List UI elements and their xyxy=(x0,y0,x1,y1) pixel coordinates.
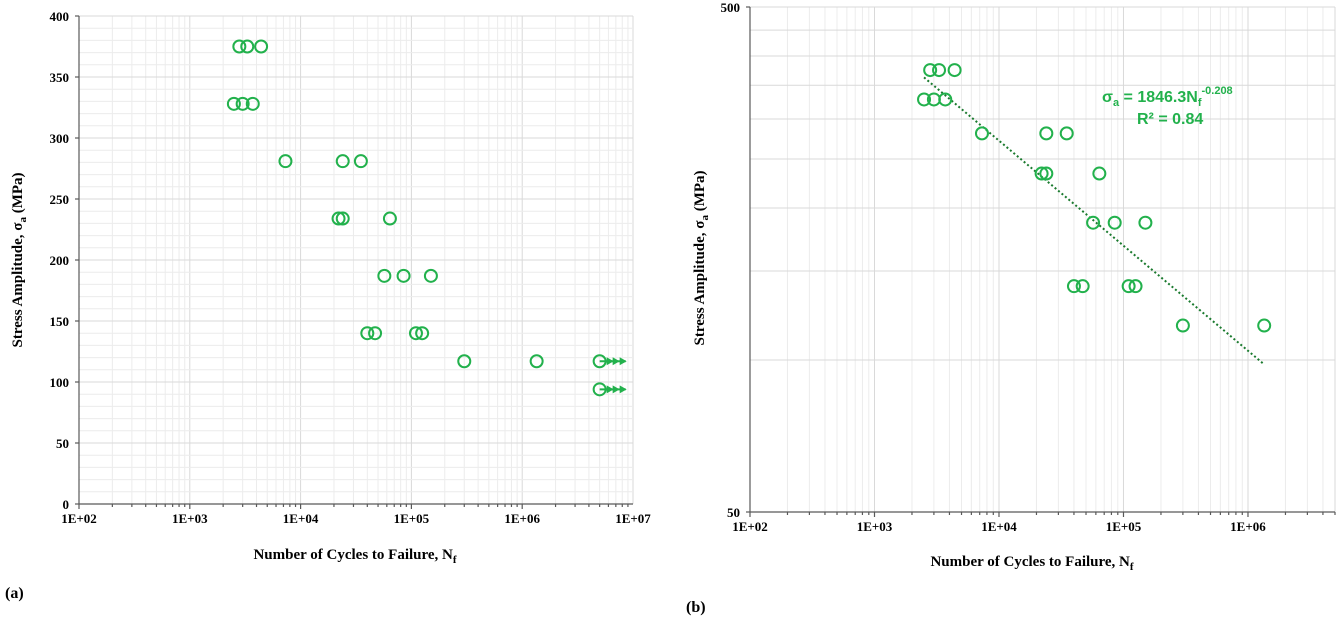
chart-a-x-axis-title: Number of Cycles to Failure, Nf xyxy=(253,547,456,566)
panel-label-b: (b) xyxy=(686,599,706,616)
chart-b: 1E+02 1E+03 1E+04 1E+05 1E+06 50 500 Stress Am… xyxy=(686,0,1336,616)
runout-arrow-head xyxy=(606,385,614,394)
data-point xyxy=(1257,318,1272,333)
data-point xyxy=(360,326,375,341)
y-tick-label: 300 xyxy=(50,131,70,146)
y-tick-label: 50 xyxy=(727,505,740,520)
y-tick-label: 500 xyxy=(721,0,741,15)
runout-arrow-head xyxy=(619,357,627,366)
x-tick-label: 1E+07 xyxy=(615,511,651,526)
chart-a-grid xyxy=(78,15,634,505)
data-point xyxy=(1034,166,1049,181)
data-point xyxy=(932,63,947,78)
chart-b-y-axis-title: Stress Amplitude, σa (MPa) xyxy=(692,170,711,345)
data-point xyxy=(974,126,989,141)
chart-b-x-axis-title: Number of Cycles to Failure, Nf xyxy=(930,554,1133,573)
runout-arrow-head xyxy=(606,357,614,366)
chart-a-points xyxy=(226,39,627,397)
x-tick-label: 1E+06 xyxy=(504,511,540,526)
trendline-equation: σa = 1846.3Nf-0.208 xyxy=(1102,85,1233,109)
data-point xyxy=(1066,279,1081,294)
data-point xyxy=(377,268,392,283)
data-point xyxy=(232,39,247,54)
x-tick-label: 1E+04 xyxy=(981,519,1017,534)
x-tick-label: 1E+02 xyxy=(61,511,97,526)
runout-arrow-head xyxy=(619,385,627,394)
runout-arrow-head xyxy=(612,385,620,394)
data-point xyxy=(1107,215,1122,230)
data-point xyxy=(382,211,397,226)
data-point xyxy=(947,63,962,78)
x-tick-label: 1E+03 xyxy=(172,511,208,526)
panel-label-a: (a) xyxy=(5,585,24,602)
data-point xyxy=(1059,126,1074,141)
chart-b-grid xyxy=(749,6,1336,513)
data-point xyxy=(415,326,430,341)
y-tick-label: 0 xyxy=(63,497,70,512)
data-point xyxy=(1175,318,1190,333)
data-point xyxy=(235,96,250,111)
data-point xyxy=(353,154,368,169)
data-point xyxy=(457,354,472,369)
data-point xyxy=(1039,166,1054,181)
y-tick-label: 50 xyxy=(56,436,69,451)
r-squared-label: R² = 0.84 xyxy=(1137,111,1203,128)
x-tick-label: 1E+05 xyxy=(1106,519,1142,534)
data-point xyxy=(335,154,350,169)
data-point xyxy=(245,96,260,111)
x-tick-label: 1E+05 xyxy=(394,511,430,526)
y-tick-label: 150 xyxy=(50,314,70,329)
data-point xyxy=(1138,215,1153,230)
data-point xyxy=(331,211,346,226)
x-tick-label: 1E+06 xyxy=(1230,519,1266,534)
data-point xyxy=(408,326,423,341)
y-tick-label: 200 xyxy=(50,253,70,268)
data-point xyxy=(1039,126,1054,141)
data-point xyxy=(917,92,932,107)
data-point xyxy=(240,39,255,54)
x-tick-label: 1E+03 xyxy=(857,519,893,534)
data-point xyxy=(254,39,269,54)
data-point xyxy=(529,354,544,369)
data-point xyxy=(368,326,383,341)
data-point xyxy=(335,211,350,226)
y-tick-label: 250 xyxy=(50,192,70,207)
data-point xyxy=(423,268,438,283)
data-point xyxy=(278,154,293,169)
data-point xyxy=(1121,279,1136,294)
chart-b-axes xyxy=(746,6,1336,517)
data-point xyxy=(1086,215,1101,230)
chart-a: 1E+02 1E+03 1E+04 1E+05 1E+06 1E+07 0 50 100 150 2… xyxy=(5,9,651,602)
chart-b-points xyxy=(917,63,1272,333)
data-point xyxy=(1128,279,1143,294)
y-tick-label: 350 xyxy=(50,70,70,85)
data-point xyxy=(226,96,241,111)
x-tick-label: 1E+02 xyxy=(732,519,768,534)
data-point xyxy=(938,92,953,107)
data-point xyxy=(396,268,411,283)
data-point xyxy=(1092,166,1107,181)
chart-a-axes xyxy=(75,15,633,509)
data-point xyxy=(923,63,938,78)
chart-a-tick-labels: 1E+02 1E+03 1E+04 1E+05 1E+06 1E+07 0 50 100 150 2… xyxy=(50,9,652,526)
runout-arrow-head xyxy=(612,357,620,366)
data-point xyxy=(1075,279,1090,294)
chart-b-tick-labels: 1E+02 1E+03 1E+04 1E+05 1E+06 50 500 xyxy=(721,0,1267,534)
x-tick-label: 1E+04 xyxy=(283,511,319,526)
y-tick-label: 400 xyxy=(50,9,70,24)
power-trendline xyxy=(923,76,1265,366)
chart-b-trendline xyxy=(923,76,1265,366)
y-tick-label: 100 xyxy=(50,375,70,390)
chart-a-y-axis-title: Stress Amplitude, σa (MPa) xyxy=(10,172,29,347)
